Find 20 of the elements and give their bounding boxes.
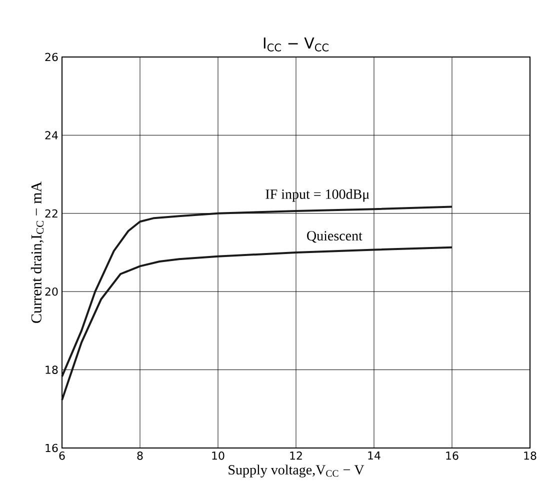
line-series [61,206,453,378]
x-tick-label: 12 [290,452,302,460]
x-axis-title: Supply voltage,V$_{CC}$ − V [228,464,364,478]
y-tick-label: 26 [45,52,58,62]
x-tick-label: 10 [212,452,224,460]
y-axis-title: Current drain,I$_{CC}$ − mA [30,182,44,323]
y-tick-label: 24 [45,131,58,140]
x-tick-label: 6 [59,452,65,460]
x-tick-label: 8 [137,452,143,460]
y-tick-label: 18 [46,366,58,374]
y-tick-label: 20 [45,287,58,296]
x-tick-label: 14 [368,452,380,460]
x-tick-label: 16 [446,452,458,460]
line-series [61,246,453,401]
y-tick-label: 16 [46,444,58,452]
x-tick-label: 18 [524,452,536,460]
series-label: Quiescent [307,231,362,243]
y-tick-label: 22 [45,209,58,218]
chart-title: I$_{CC}$ − V$_{CC}$ [264,38,328,52]
series-label: IF input = 100dBμ [266,189,370,202]
